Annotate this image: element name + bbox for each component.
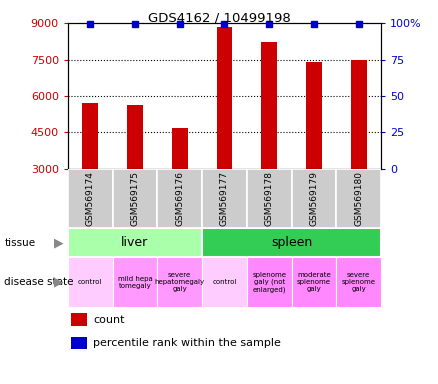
Text: severe
hepatomegaly
galy: severe hepatomegaly galy <box>155 272 205 292</box>
Bar <box>306 63 322 169</box>
Text: severe
splenome
galy: severe splenome galy <box>342 272 376 292</box>
Text: GSM569178: GSM569178 <box>265 171 274 226</box>
Text: liver: liver <box>121 237 148 249</box>
Bar <box>202 228 381 257</box>
Bar <box>336 257 381 307</box>
Text: GSM569175: GSM569175 <box>131 171 139 226</box>
Text: GSM569176: GSM569176 <box>175 171 184 226</box>
Text: control: control <box>212 279 237 285</box>
Text: splenome
galy (not
enlarged): splenome galy (not enlarged) <box>252 272 286 293</box>
Text: percentile rank within the sample: percentile rank within the sample <box>93 338 281 348</box>
Text: tissue: tissue <box>4 238 35 248</box>
Bar <box>157 257 202 307</box>
Bar <box>68 228 202 257</box>
Bar <box>351 60 367 169</box>
Text: moderate
splenome
galy: moderate splenome galy <box>297 272 331 292</box>
Text: ▶: ▶ <box>54 237 64 249</box>
Bar <box>68 257 113 307</box>
Bar <box>202 169 247 228</box>
Bar <box>217 27 232 169</box>
Bar <box>127 105 143 169</box>
Text: ▶: ▶ <box>54 276 64 289</box>
Bar <box>82 103 98 169</box>
Text: GSM569177: GSM569177 <box>220 171 229 226</box>
Text: GSM569174: GSM569174 <box>86 171 95 226</box>
Bar <box>71 336 87 349</box>
Text: GSM569179: GSM569179 <box>310 171 318 226</box>
Bar <box>113 169 157 228</box>
Bar <box>247 169 292 228</box>
Bar <box>157 169 202 228</box>
Bar <box>292 169 336 228</box>
Bar <box>336 169 381 228</box>
Bar <box>172 127 187 169</box>
Text: disease state: disease state <box>4 277 74 287</box>
Text: control: control <box>78 279 102 285</box>
Text: spleen: spleen <box>271 237 312 249</box>
Bar <box>68 169 113 228</box>
Bar <box>202 257 247 307</box>
Text: GSM569180: GSM569180 <box>354 171 363 226</box>
Text: count: count <box>93 314 124 325</box>
Bar <box>247 257 292 307</box>
Text: mild hepa
tomegaly: mild hepa tomegaly <box>118 276 152 289</box>
Bar <box>113 257 157 307</box>
Bar <box>261 43 277 169</box>
Bar <box>292 257 336 307</box>
Bar <box>71 313 87 326</box>
Text: GDS4162 / 10499198: GDS4162 / 10499198 <box>148 12 290 25</box>
